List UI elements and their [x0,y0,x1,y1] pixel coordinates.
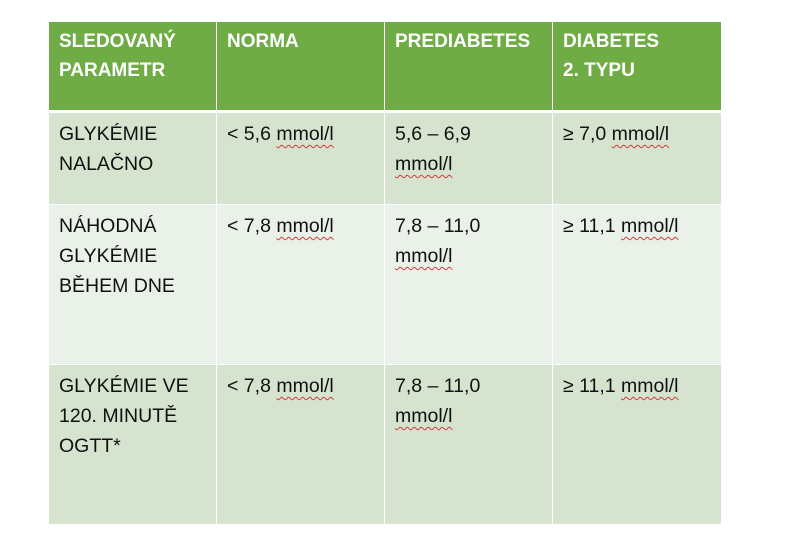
row-2-norma-unit: mmol/l [276,215,334,237]
row-3-norma-value: < 7,8 [227,375,277,397]
row-2-diabetes: ≥ 11,1 mmol/l [553,205,721,365]
row-3-parameter: GLYKÉMIE VE 120. MINUTĚ OGTT* [49,365,217,525]
header-norma: NORMA [217,22,385,113]
row-3-prediabetes-unit: mmol/l [395,405,453,427]
row-3-prediabetes: 7,8 – 11,0 mmol/l [385,365,553,525]
row-3-norma: < 7,8 mmol/l [217,365,385,525]
row-2-prediabetes-value: 7,8 – 11,0 [395,215,481,237]
row-1-norma-value: < 5,6 [227,123,277,145]
row-1-norma: < 5,6 mmol/l [217,113,385,205]
row-2-prediabetes: 7,8 – 11,0 mmol/l [385,205,553,365]
row-2-norma-value: < 7,8 [227,215,277,237]
row-3-prediabetes-value: 7,8 – 11,0 [395,375,481,397]
row-2-diabetes-value: ≥ 11,1 [563,215,622,237]
header-diabetes: DIABETES 2. TYPU [553,22,721,113]
header-prediabetes: PREDIABETES [385,22,553,113]
row-2-diabetes-unit: mmol/l [621,215,679,237]
row-2-prediabetes-unit: mmol/l [395,245,453,267]
row-3-diabetes-unit: mmol/l [621,375,679,397]
row-2-parameter: NÁHODNÁ GLYKÉMIE BĚHEM DNE [49,205,217,365]
row-1-norma-unit: mmol/l [276,123,334,145]
row-1-diabetes-unit: mmol/l [611,123,670,145]
row-2-norma: < 7,8 mmol/l [217,205,385,365]
row-1-diabetes: ≥ 7,0 mmol/l [553,113,721,205]
row-3-diabetes-value: ≥ 11,1 [563,375,622,397]
row-1-diabetes-value: ≥ 7,0 [563,123,612,145]
row-3-norma-unit: mmol/l [276,375,334,397]
header-parameter: SLEDOVANÝ PARAMETR [49,22,217,113]
row-1-prediabetes-unit: mmol/l [395,153,453,175]
row-1-parameter: GLYKÉMIE NALAČNO [49,113,217,205]
row-3-diabetes: ≥ 11,1 mmol/l [553,365,721,525]
row-1-prediabetes-value: 5,6 – 6,9 [395,123,471,145]
row-1-prediabetes: 5,6 – 6,9 mmol/l [385,113,553,205]
glycemia-criteria-table: SLEDOVANÝ PARAMETR NORMA PREDIABETES DIA… [49,22,721,525]
